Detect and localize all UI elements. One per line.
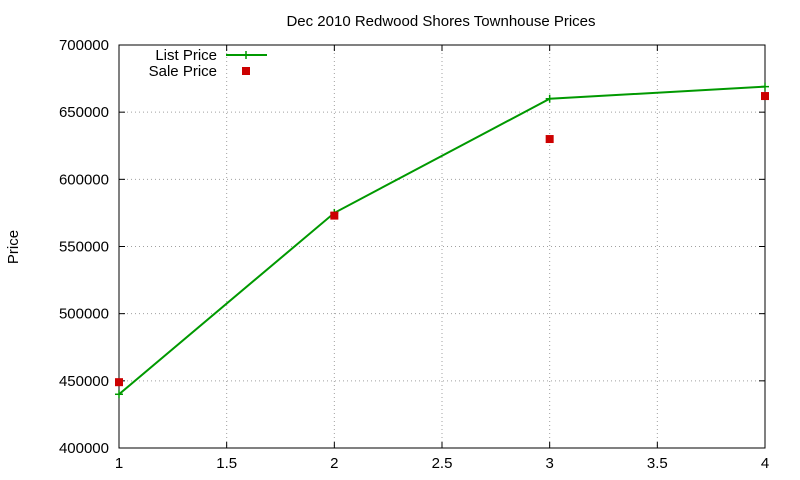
- square-point-marker: [115, 378, 123, 387]
- grid-lines: [119, 45, 765, 448]
- y-tick-label: 700000: [59, 37, 109, 54]
- x-tick-label: 2.5: [432, 455, 453, 472]
- x-tick-label: 3.5: [647, 455, 668, 472]
- y-axis-label: Price: [5, 230, 22, 264]
- x-tick-label: 1: [115, 455, 123, 472]
- legend-label: List Price: [155, 47, 217, 64]
- plus-point-marker: [242, 51, 250, 59]
- y-tick-label: 650000: [59, 104, 109, 121]
- data-series: [115, 82, 769, 399]
- x-tick-label: 1.5: [216, 455, 237, 472]
- x-tick-label: 4: [761, 455, 769, 472]
- square-point-marker: [761, 92, 769, 101]
- y-tick-label: 400000: [59, 440, 109, 457]
- plus-point-marker: [761, 82, 769, 91]
- y-tick-label: 500000: [59, 306, 109, 323]
- square-point-marker: [330, 211, 339, 220]
- x-tick-label: 2: [330, 455, 338, 472]
- y-tick-label: 600000: [59, 171, 109, 188]
- legend-label: Sale Price: [149, 63, 217, 80]
- y-tick-label: 550000: [59, 239, 109, 256]
- x-tick-label: 3: [545, 455, 553, 472]
- y-tick-label: 450000: [59, 373, 109, 390]
- plus-point-marker: [115, 390, 123, 399]
- series-line: [118, 85, 766, 396]
- axis-ticks: 1 1.5 2 2.5 3 3.5 4 400000 450000 500000 550000 600…: [59, 37, 769, 472]
- square-point-marker: [545, 135, 554, 144]
- chart-title: Dec 2010 Redwood Shores Townhouse Prices: [286, 13, 595, 30]
- square-point-marker: [242, 67, 250, 75]
- series-sale-price: [115, 92, 769, 387]
- plus-point-marker: [545, 94, 554, 103]
